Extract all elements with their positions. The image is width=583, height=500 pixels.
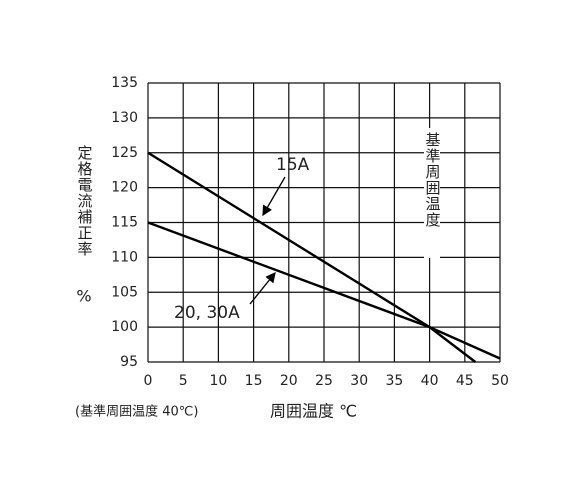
x-tick-label: 35 bbox=[385, 373, 403, 389]
y-tick-label: 120 bbox=[111, 180, 138, 196]
y-tick-label: 135 bbox=[111, 75, 138, 91]
x-tick-label: 20 bbox=[280, 373, 298, 389]
series-label: 15A bbox=[276, 155, 310, 175]
y-axis-label: 定格電流補正率 bbox=[76, 145, 94, 257]
x-tick-label: 0 bbox=[144, 373, 153, 389]
y-axis-unit: % bbox=[76, 287, 91, 306]
series-label: 20, 30A bbox=[174, 303, 240, 323]
y-tick-label: 100 bbox=[111, 319, 138, 335]
y-tick-label: 110 bbox=[111, 249, 138, 265]
x-tick-label: 50 bbox=[491, 373, 509, 389]
reference-label: 基準周囲温度 bbox=[424, 132, 442, 228]
x-tick-label: 5 bbox=[179, 373, 188, 389]
x-tick-label: 30 bbox=[350, 373, 368, 389]
y-tick-label: 95 bbox=[120, 354, 138, 370]
note: (基準周囲温度 40℃) bbox=[75, 404, 198, 420]
x-tick-label: 45 bbox=[456, 373, 474, 389]
y-tick-label: 130 bbox=[111, 110, 138, 126]
x-tick-label: 15 bbox=[245, 373, 263, 389]
y-tick-label: 115 bbox=[111, 215, 138, 231]
y-tick-label: 125 bbox=[111, 145, 138, 161]
x-tick-label: 10 bbox=[209, 373, 227, 389]
arrow bbox=[249, 271, 276, 305]
label-backdrop bbox=[424, 128, 440, 258]
arrow bbox=[262, 176, 286, 217]
x-axis-label: 周囲温度 ℃ bbox=[270, 402, 357, 421]
x-tick-label: 25 bbox=[315, 373, 333, 389]
series-line bbox=[147, 221, 501, 360]
x-tick-label: 40 bbox=[421, 373, 439, 389]
y-tick-label: 105 bbox=[111, 284, 138, 300]
